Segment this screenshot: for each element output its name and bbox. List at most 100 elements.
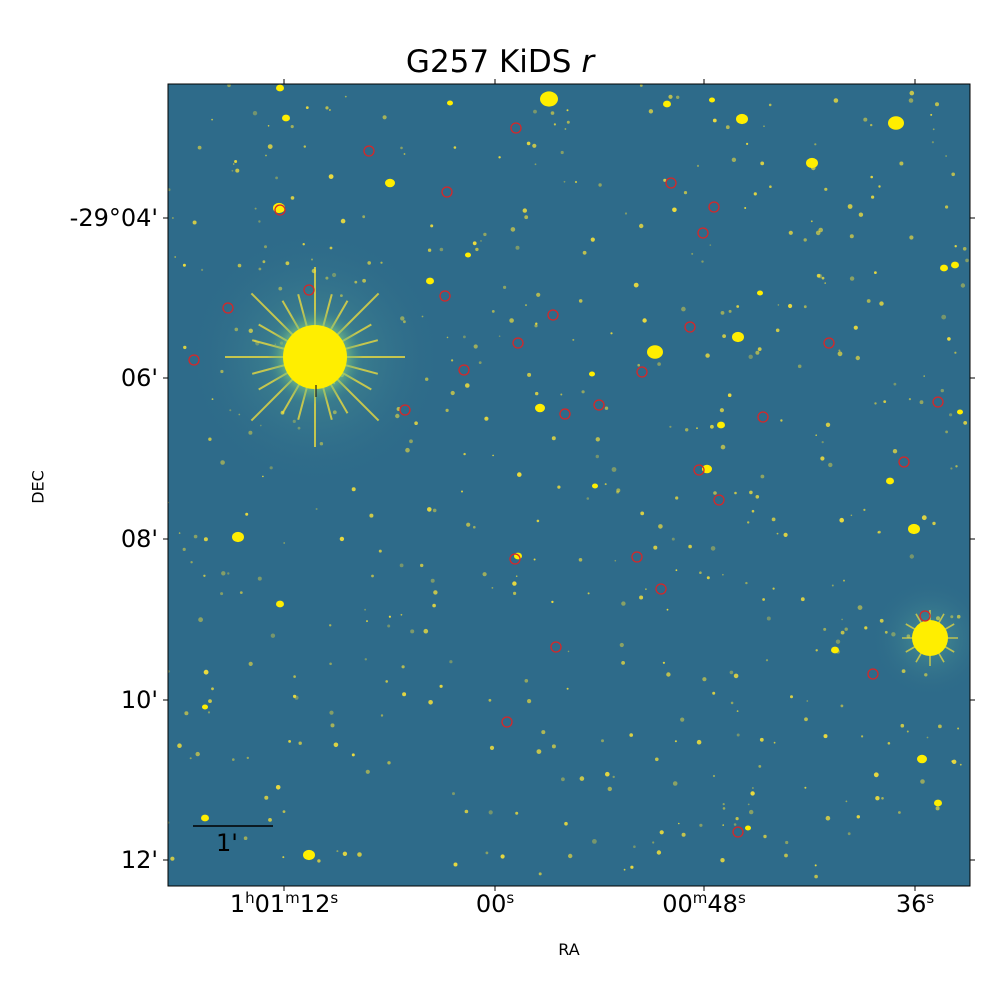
faint-source (387, 761, 391, 765)
faint-source (769, 185, 772, 188)
faint-source (909, 90, 915, 96)
faint-source (777, 304, 780, 306)
faint-source (747, 803, 750, 806)
faint-source (491, 587, 494, 589)
faint-source (282, 810, 286, 813)
marked-source-ring (458, 364, 470, 376)
faint-source (227, 572, 230, 575)
faint-source (574, 180, 578, 184)
faint-source (676, 95, 680, 100)
faint-source (702, 677, 707, 682)
faint-source (804, 786, 807, 789)
faint-source (850, 514, 853, 517)
faint-source (950, 467, 953, 470)
marked-source-ring (439, 290, 451, 302)
faint-source (491, 310, 495, 313)
faint-source (387, 624, 391, 628)
faint-source (788, 303, 793, 309)
faint-source (658, 524, 663, 529)
faint-source (303, 145, 306, 148)
faint-source (227, 84, 231, 88)
marked-source-ring (188, 354, 200, 366)
faint-source (432, 508, 437, 513)
bright-source (940, 264, 948, 272)
faint-source (722, 807, 726, 810)
faint-source (365, 769, 370, 774)
faint-source (192, 220, 197, 225)
faint-source (668, 94, 673, 99)
faint-source (566, 687, 569, 690)
faint-source (566, 120, 570, 124)
faint-source (833, 98, 839, 103)
faint-source (246, 756, 249, 760)
faint-source (232, 163, 235, 165)
faint-source (498, 156, 501, 159)
x-tick-label: 00s (475, 889, 515, 918)
faint-source (710, 424, 714, 429)
faint-source (211, 687, 214, 691)
faint-source (803, 305, 807, 309)
bright-source (276, 600, 284, 608)
faint-source (290, 125, 294, 129)
faint-source (430, 578, 435, 583)
faint-source (432, 603, 436, 608)
faint-source (207, 711, 211, 714)
bright-source (908, 523, 920, 535)
faint-source (564, 128, 567, 130)
faint-source (674, 740, 677, 743)
faint-source (270, 633, 276, 638)
faint-source (663, 178, 667, 182)
marked-source-ring (898, 456, 910, 468)
faint-source (275, 785, 281, 790)
faint-source (364, 658, 367, 661)
faint-source (536, 292, 541, 297)
faint-source (898, 811, 901, 814)
faint-source (385, 680, 389, 683)
faint-source (611, 467, 617, 472)
marked-source-ring (732, 826, 744, 838)
faint-source (515, 811, 519, 815)
faint-source (706, 576, 710, 580)
faint-source (843, 579, 845, 582)
marked-source-ring (510, 122, 522, 134)
faint-source (288, 740, 291, 743)
marked-source-ring (559, 408, 571, 420)
marked-source-ring (757, 411, 769, 423)
faint-source (797, 364, 802, 369)
faint-source (947, 337, 951, 341)
bright-source (202, 704, 208, 710)
faint-source (488, 810, 493, 815)
faint-source (940, 388, 944, 393)
faint-source (410, 629, 415, 634)
faint-source (745, 581, 748, 585)
faint-source (840, 630, 845, 635)
faint-source (351, 487, 356, 492)
faint-source (478, 361, 482, 364)
faint-source (586, 497, 590, 500)
faint-source (730, 701, 734, 705)
bright-source (732, 331, 744, 343)
bright-source (465, 252, 471, 258)
sky-image (168, 84, 970, 886)
x-tick-label: 00m48s (662, 889, 746, 918)
faint-source (211, 118, 214, 121)
faint-source (325, 106, 329, 110)
faint-source (825, 815, 831, 821)
faint-source (766, 616, 771, 621)
faint-source (879, 301, 884, 306)
bright-source (385, 178, 395, 188)
faint-source (524, 215, 529, 220)
faint-source (513, 591, 517, 596)
faint-source (757, 347, 762, 351)
faint-source (666, 672, 671, 677)
faint-source (572, 338, 575, 341)
faint-source (960, 283, 966, 288)
faint-source (909, 235, 914, 240)
faint-source (728, 309, 732, 313)
faint-source (590, 237, 595, 242)
faint-source (908, 98, 914, 103)
faint-source (893, 382, 897, 386)
faint-source (473, 525, 476, 529)
faint-source (515, 245, 520, 250)
faint-source (733, 673, 739, 679)
